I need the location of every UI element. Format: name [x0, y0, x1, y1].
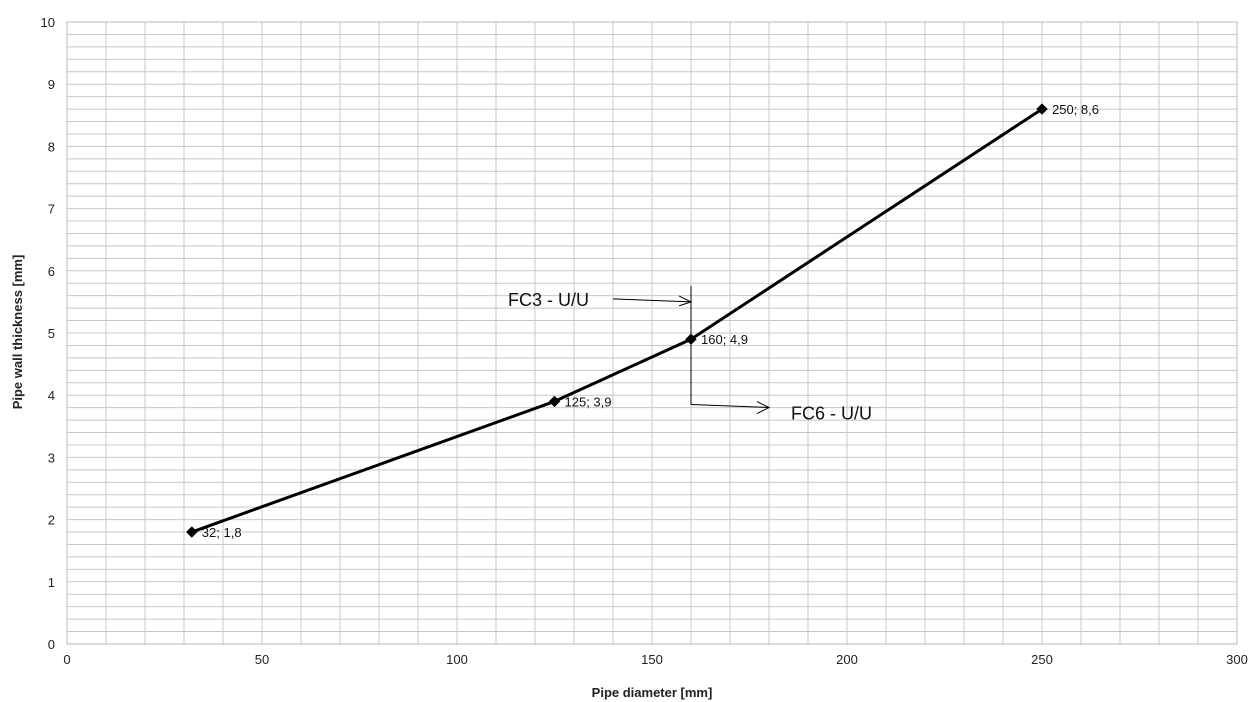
axes	[66, 21, 1238, 645]
data-point-label: 125; 3,9	[565, 394, 612, 409]
annotations: FC3 - U/U FC6 - U/U	[508, 285, 872, 424]
y-tick-label: 6	[48, 264, 55, 279]
x-tick-label: 100	[446, 652, 468, 667]
tick-labels: 0 50 100 150 200 250 300 0 1 2 3 4 5 6 7 8 9 10	[41, 15, 1248, 667]
data-labels: 32; 1,8 125; 3,9 160; 4,9 250; 8,6	[202, 102, 1099, 540]
plot-area-border	[66, 21, 1238, 645]
fc6-arrow-head	[756, 401, 771, 414]
x-axis-title: Pipe diameter [mm]	[592, 685, 713, 700]
y-tick-label: 9	[48, 77, 55, 92]
y-tick-label: 8	[48, 139, 55, 154]
x-tick-label: 50	[255, 652, 269, 667]
fc6-annotation: FC6 - U/U	[791, 404, 872, 424]
y-tick-label: 10	[41, 15, 55, 30]
y-tick-label: 7	[48, 202, 55, 217]
x-tick-label: 200	[836, 652, 858, 667]
data-point-label: 250; 8,6	[1052, 102, 1099, 117]
y-tick-label: 1	[48, 575, 55, 590]
y-tick-label: 0	[48, 637, 55, 652]
data-point-marker	[186, 526, 198, 538]
data-point-marker	[548, 395, 561, 408]
y-tick-label: 5	[48, 326, 55, 341]
fc3-arrow-head	[678, 295, 693, 307]
y-tick-label: 4	[48, 388, 55, 403]
y-axis-title: Pipe wall thickness [mm]	[10, 255, 25, 410]
series-line	[186, 103, 1048, 538]
fc3-annotation: FC3 - U/U	[508, 290, 589, 310]
x-tick-label: 0	[63, 652, 70, 667]
series-line-path	[191, 107, 1043, 534]
x-tick-label: 150	[641, 652, 663, 667]
fc3-arrow-shaft	[612, 298, 692, 303]
fc6-arrow-shaft	[690, 404, 770, 409]
data-point-label: 160; 4,9	[701, 332, 748, 347]
data-point-label: 32; 1,8	[202, 525, 242, 540]
x-tick-label: 250	[1031, 652, 1053, 667]
data-point-marker	[1036, 103, 1048, 115]
data-point-marker	[685, 333, 697, 345]
y-tick-label: 3	[48, 450, 55, 465]
y-tick-label: 2	[48, 513, 55, 528]
x-tick-label: 300	[1226, 652, 1248, 667]
grid	[66, 21, 1238, 645]
